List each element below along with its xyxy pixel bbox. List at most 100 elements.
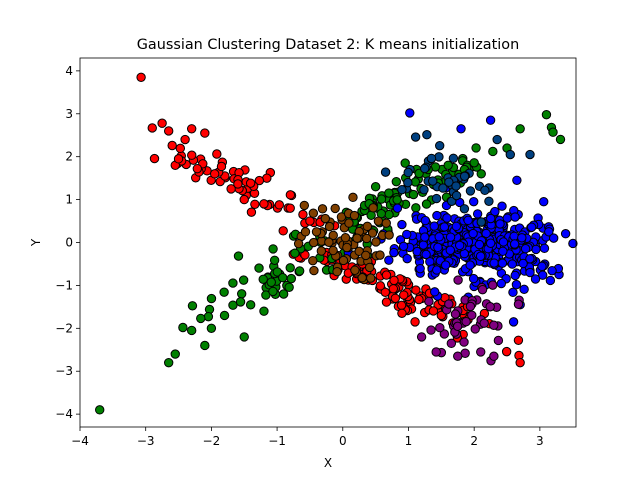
- data-point: [420, 163, 430, 174]
- data-point: [259, 306, 269, 316]
- data-point: [375, 250, 385, 260]
- data-point: [309, 265, 319, 276]
- data-point: [545, 275, 556, 286]
- data-point: [203, 311, 214, 322]
- data-point: [442, 213, 452, 223]
- data-point: [502, 213, 512, 223]
- data-point: [332, 267, 342, 277]
- data-point: [268, 244, 278, 254]
- data-point: [381, 270, 392, 280]
- data-point: [340, 233, 351, 243]
- data-point: [411, 285, 421, 295]
- data-point: [350, 265, 360, 275]
- data-point: [467, 310, 477, 320]
- data-point: [476, 347, 486, 357]
- data-point: [259, 199, 269, 209]
- data-point: [373, 216, 384, 226]
- data-point: [410, 317, 420, 327]
- data-point: [388, 284, 399, 294]
- data-point: [498, 237, 509, 247]
- data-point: [436, 310, 447, 321]
- x-tick-label: 3: [536, 434, 544, 448]
- data-point: [439, 222, 450, 232]
- data-point: [485, 238, 496, 248]
- y-tick-label: 1: [65, 193, 73, 207]
- data-point: [468, 228, 478, 239]
- data-point: [266, 277, 276, 287]
- data-point: [391, 176, 402, 187]
- data-point: [370, 182, 381, 192]
- data-point: [311, 227, 322, 237]
- data-point: [269, 255, 280, 265]
- data-point: [526, 222, 537, 232]
- x-tick-label: 2: [470, 434, 478, 448]
- data-point: [299, 200, 310, 211]
- y-tick-label: 0: [65, 236, 73, 250]
- data-point: [294, 266, 305, 276]
- data-point: [364, 262, 375, 273]
- data-point: [424, 296, 434, 307]
- data-point: [451, 190, 462, 201]
- data-point: [239, 194, 249, 205]
- data-point: [173, 154, 184, 164]
- axis-ticks: −4 −3 −2 −1 0 1 2 3 −4 −3 −2 −1 0 1 2 3 4: [55, 64, 543, 448]
- data-point: [476, 217, 486, 227]
- data-point: [420, 232, 430, 242]
- data-point: [328, 245, 338, 256]
- data-point: [328, 230, 338, 241]
- data-point: [268, 286, 278, 297]
- data-point: [258, 274, 268, 284]
- y-tick-label: 3: [65, 107, 73, 121]
- data-point: [486, 213, 496, 224]
- data-point: [445, 232, 456, 242]
- y-tick-label: 4: [65, 64, 73, 78]
- data-point: [186, 325, 197, 336]
- data-point: [416, 332, 427, 342]
- data-point: [274, 200, 285, 210]
- data-point: [508, 317, 519, 327]
- data-point: [403, 177, 413, 188]
- data-point: [206, 323, 217, 334]
- data-point: [285, 190, 296, 200]
- data-point: [471, 143, 481, 153]
- data-point: [488, 146, 498, 157]
- data-point: [285, 203, 295, 213]
- data-point: [465, 301, 476, 312]
- data-point: [278, 226, 288, 236]
- data-point: [245, 178, 256, 188]
- data-point: [495, 219, 505, 229]
- data-point: [539, 197, 549, 207]
- data-point: [451, 221, 462, 232]
- data-point: [381, 297, 392, 307]
- data-point: [444, 299, 454, 309]
- data-point: [361, 250, 371, 261]
- data-point: [434, 232, 444, 242]
- data-point: [408, 189, 419, 200]
- data-point: [245, 300, 256, 310]
- data-point: [250, 199, 260, 210]
- data-point: [415, 263, 425, 274]
- data-point: [384, 255, 394, 265]
- data-point: [530, 274, 541, 284]
- data-point: [489, 351, 499, 361]
- data-point: [468, 273, 479, 284]
- data-point: [324, 237, 334, 247]
- data-point: [362, 221, 373, 232]
- data-point: [444, 177, 454, 187]
- data-point: [187, 301, 198, 311]
- data-point: [390, 293, 401, 303]
- data-point: [469, 196, 479, 207]
- data-point: [509, 239, 520, 249]
- data-point: [398, 241, 409, 252]
- data-point: [308, 237, 319, 248]
- data-point: [422, 130, 432, 140]
- data-point: [342, 242, 352, 253]
- data-point: [548, 127, 558, 137]
- data-point: [488, 280, 498, 290]
- data-point: [555, 134, 566, 145]
- data-point: [501, 346, 512, 357]
- data-point: [489, 258, 499, 268]
- data-point: [410, 132, 421, 142]
- data-point: [439, 329, 450, 339]
- data-point: [490, 206, 500, 217]
